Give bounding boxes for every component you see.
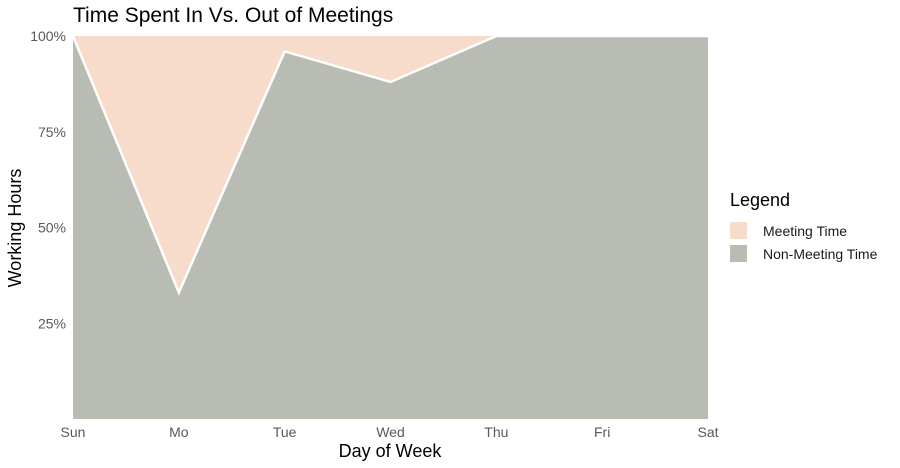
area-meeting-time [73, 36, 708, 293]
y-tick-label: 50% [38, 220, 66, 236]
x-tick-label: Tue [273, 424, 297, 440]
series-boundary-line [71, 34, 708, 296]
x-tick-label: Sun [61, 424, 86, 440]
y-tick-label: 75% [38, 124, 66, 140]
y-tick-label: 100% [30, 28, 66, 44]
legend: Legend Meeting Time Non-Meeting Time [730, 190, 877, 265]
legend-label-meeting-time: Meeting Time [763, 222, 848, 239]
x-tick-label: Thu [484, 424, 508, 440]
y-axis-ticks: 25% 50% 75% 100% [30, 28, 66, 331]
x-tick-label: Mo [169, 424, 189, 440]
x-axis-ticks: Sun Mo Tue Wed Thu Fri Sat [61, 424, 719, 440]
y-tick-label: 25% [38, 315, 66, 331]
legend-swatch-non-meeting-time [730, 245, 747, 262]
legend-label-non-meeting-time: Non-Meeting Time [763, 245, 878, 262]
y-axis-title: Working Hours [5, 169, 25, 288]
area-non-meeting-time [73, 36, 708, 419]
legend-item-meeting-time: Meeting Time [730, 219, 877, 242]
x-axis-title: Day of Week [339, 441, 443, 461]
legend-title: Legend [730, 190, 791, 210]
legend-swatch-meeting-time [730, 222, 747, 239]
legend-item-non-meeting-time: Non-Meeting Time [730, 242, 877, 265]
x-tick-label: Fri [594, 424, 610, 440]
chart-title: Time Spent In Vs. Out of Meetings [73, 4, 394, 27]
x-tick-label: Sat [697, 424, 718, 440]
x-tick-label: Wed [376, 424, 405, 440]
area-layer [71, 34, 708, 419]
